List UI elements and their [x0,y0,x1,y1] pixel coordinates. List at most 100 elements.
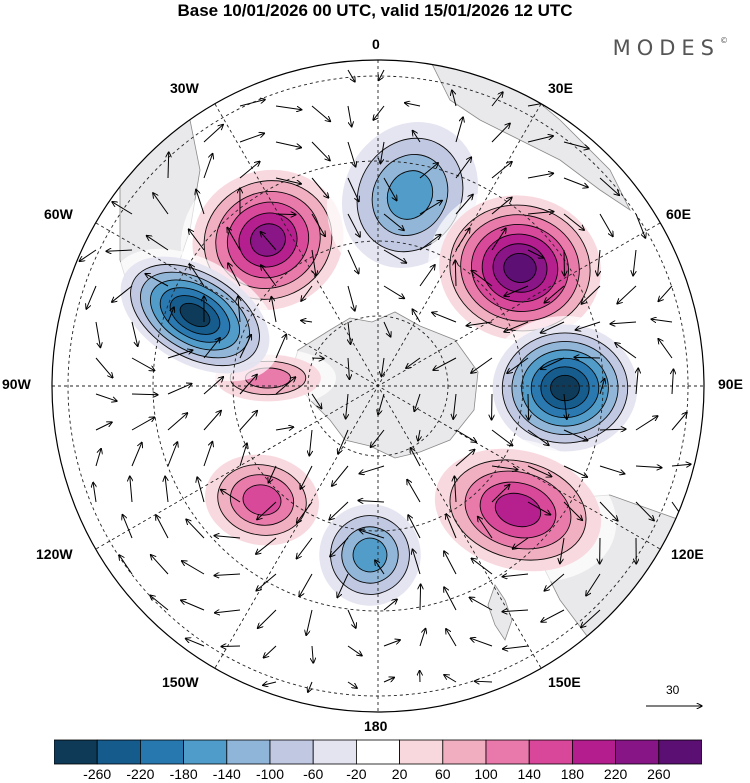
colorbar [54,739,702,765]
wind-arrow [348,357,349,379]
wind-arrow [444,675,457,683]
colorbar-tick-label: 60 [435,766,451,782]
wind-arrow [633,249,636,276]
lon-label-90e: 90E [718,376,743,392]
wind-arrow [408,515,421,539]
wind-arrow [586,573,601,596]
negative-anomaly-contour [179,302,211,328]
wind-arrow [299,573,313,597]
map-border [51,59,705,713]
wind-arrow [491,197,512,215]
lon-label-120e: 120E [671,546,704,562]
wind-arrow [574,357,601,358]
wind-arrow [383,177,397,201]
wind-arrow [119,555,133,575]
wind-arrow [412,309,421,323]
wind-arrow [615,343,637,359]
wind-arrow [106,250,133,251]
wind-arrow [239,335,251,359]
wind-arrow [311,358,324,359]
wind-arrow [419,201,442,215]
wind-arrow [156,515,169,539]
positive-anomaly-contour [503,253,537,283]
wind-arrow [527,501,551,515]
wind-arrow [311,213,325,236]
wind-arrow [563,213,584,230]
wind-arrow [311,105,331,122]
wind-arrow [671,464,691,466]
wind-arrow [599,213,613,237]
wind-arrow [301,285,313,301]
wind-arrow [405,103,421,106]
wind-arrow [257,501,277,520]
colorbar-segment [269,739,314,765]
graticule [52,60,704,712]
wind-arrow [300,465,313,489]
anomaly-field [110,105,647,617]
wind-arrow [275,214,296,215]
wind-arrow [203,377,223,395]
colorbar-segment [226,739,271,765]
wind-arrow [308,681,312,692]
wind-arrow [188,229,205,251]
wind-arrow [347,105,352,127]
wind-arrow [380,141,385,164]
wind-arrow [297,501,313,523]
wind-arrow [671,412,687,431]
wind-arrow [309,429,312,456]
wind-arrow [165,476,168,503]
wind-arrow [263,645,277,658]
colorbar-tick-label: 220 [603,766,628,782]
wind-arrow [575,321,601,330]
wind-arrow [146,236,169,251]
reference-vector-value: 30 [666,683,680,697]
wind-arrow [563,177,588,187]
negative-anomaly-contour [550,374,580,402]
wind-arrow [541,609,565,622]
wind-arrow [651,319,673,322]
wind-arrow [347,69,355,82]
wind-arrow [370,429,385,447]
wind-arrow [182,561,205,575]
wind-arrow [131,417,155,431]
wind-arrow [491,92,503,107]
wind-arrow [112,202,133,215]
wind-arrow [79,249,97,261]
wind-arrow [383,640,400,647]
colorbar-segment [528,739,573,765]
wind-arrow [444,551,457,575]
wind-arrow [544,285,565,303]
wind-arrow [275,334,286,359]
logo-mark: © [720,36,728,45]
wind-arrow [130,476,132,503]
wind-arrow [412,549,421,575]
wind-arrow [433,357,457,370]
wind-arrow [239,374,257,395]
wind-arrow [337,573,349,598]
lon-label-150e: 150E [548,674,581,690]
wind-arrow [474,681,493,682]
wind-arrow [332,465,349,486]
wind-arrow [454,476,456,503]
wind-arrow [491,465,518,470]
colorbar-tick-label: 140 [517,766,541,782]
wind-arrow [419,234,441,251]
wind-arrow [455,117,463,143]
wind-arrow [432,312,457,323]
wind-arrow [407,479,421,503]
colorbar-tick-label: 100 [474,766,498,782]
wind-arrow [348,321,351,344]
wind-arrow [491,485,510,503]
wind-arrow [214,574,241,576]
wind-arrow [221,489,241,503]
wind-arrow [414,393,421,412]
wind-arrow [378,393,385,415]
wind-arrow [527,136,553,143]
wind-arrow [658,285,673,301]
wind-arrow [311,141,330,161]
wind-arrow [491,123,510,143]
wind-arrow [599,501,618,521]
wind-arrow [86,285,97,309]
wind-arrow [203,441,212,467]
wind-arrow [186,519,205,539]
